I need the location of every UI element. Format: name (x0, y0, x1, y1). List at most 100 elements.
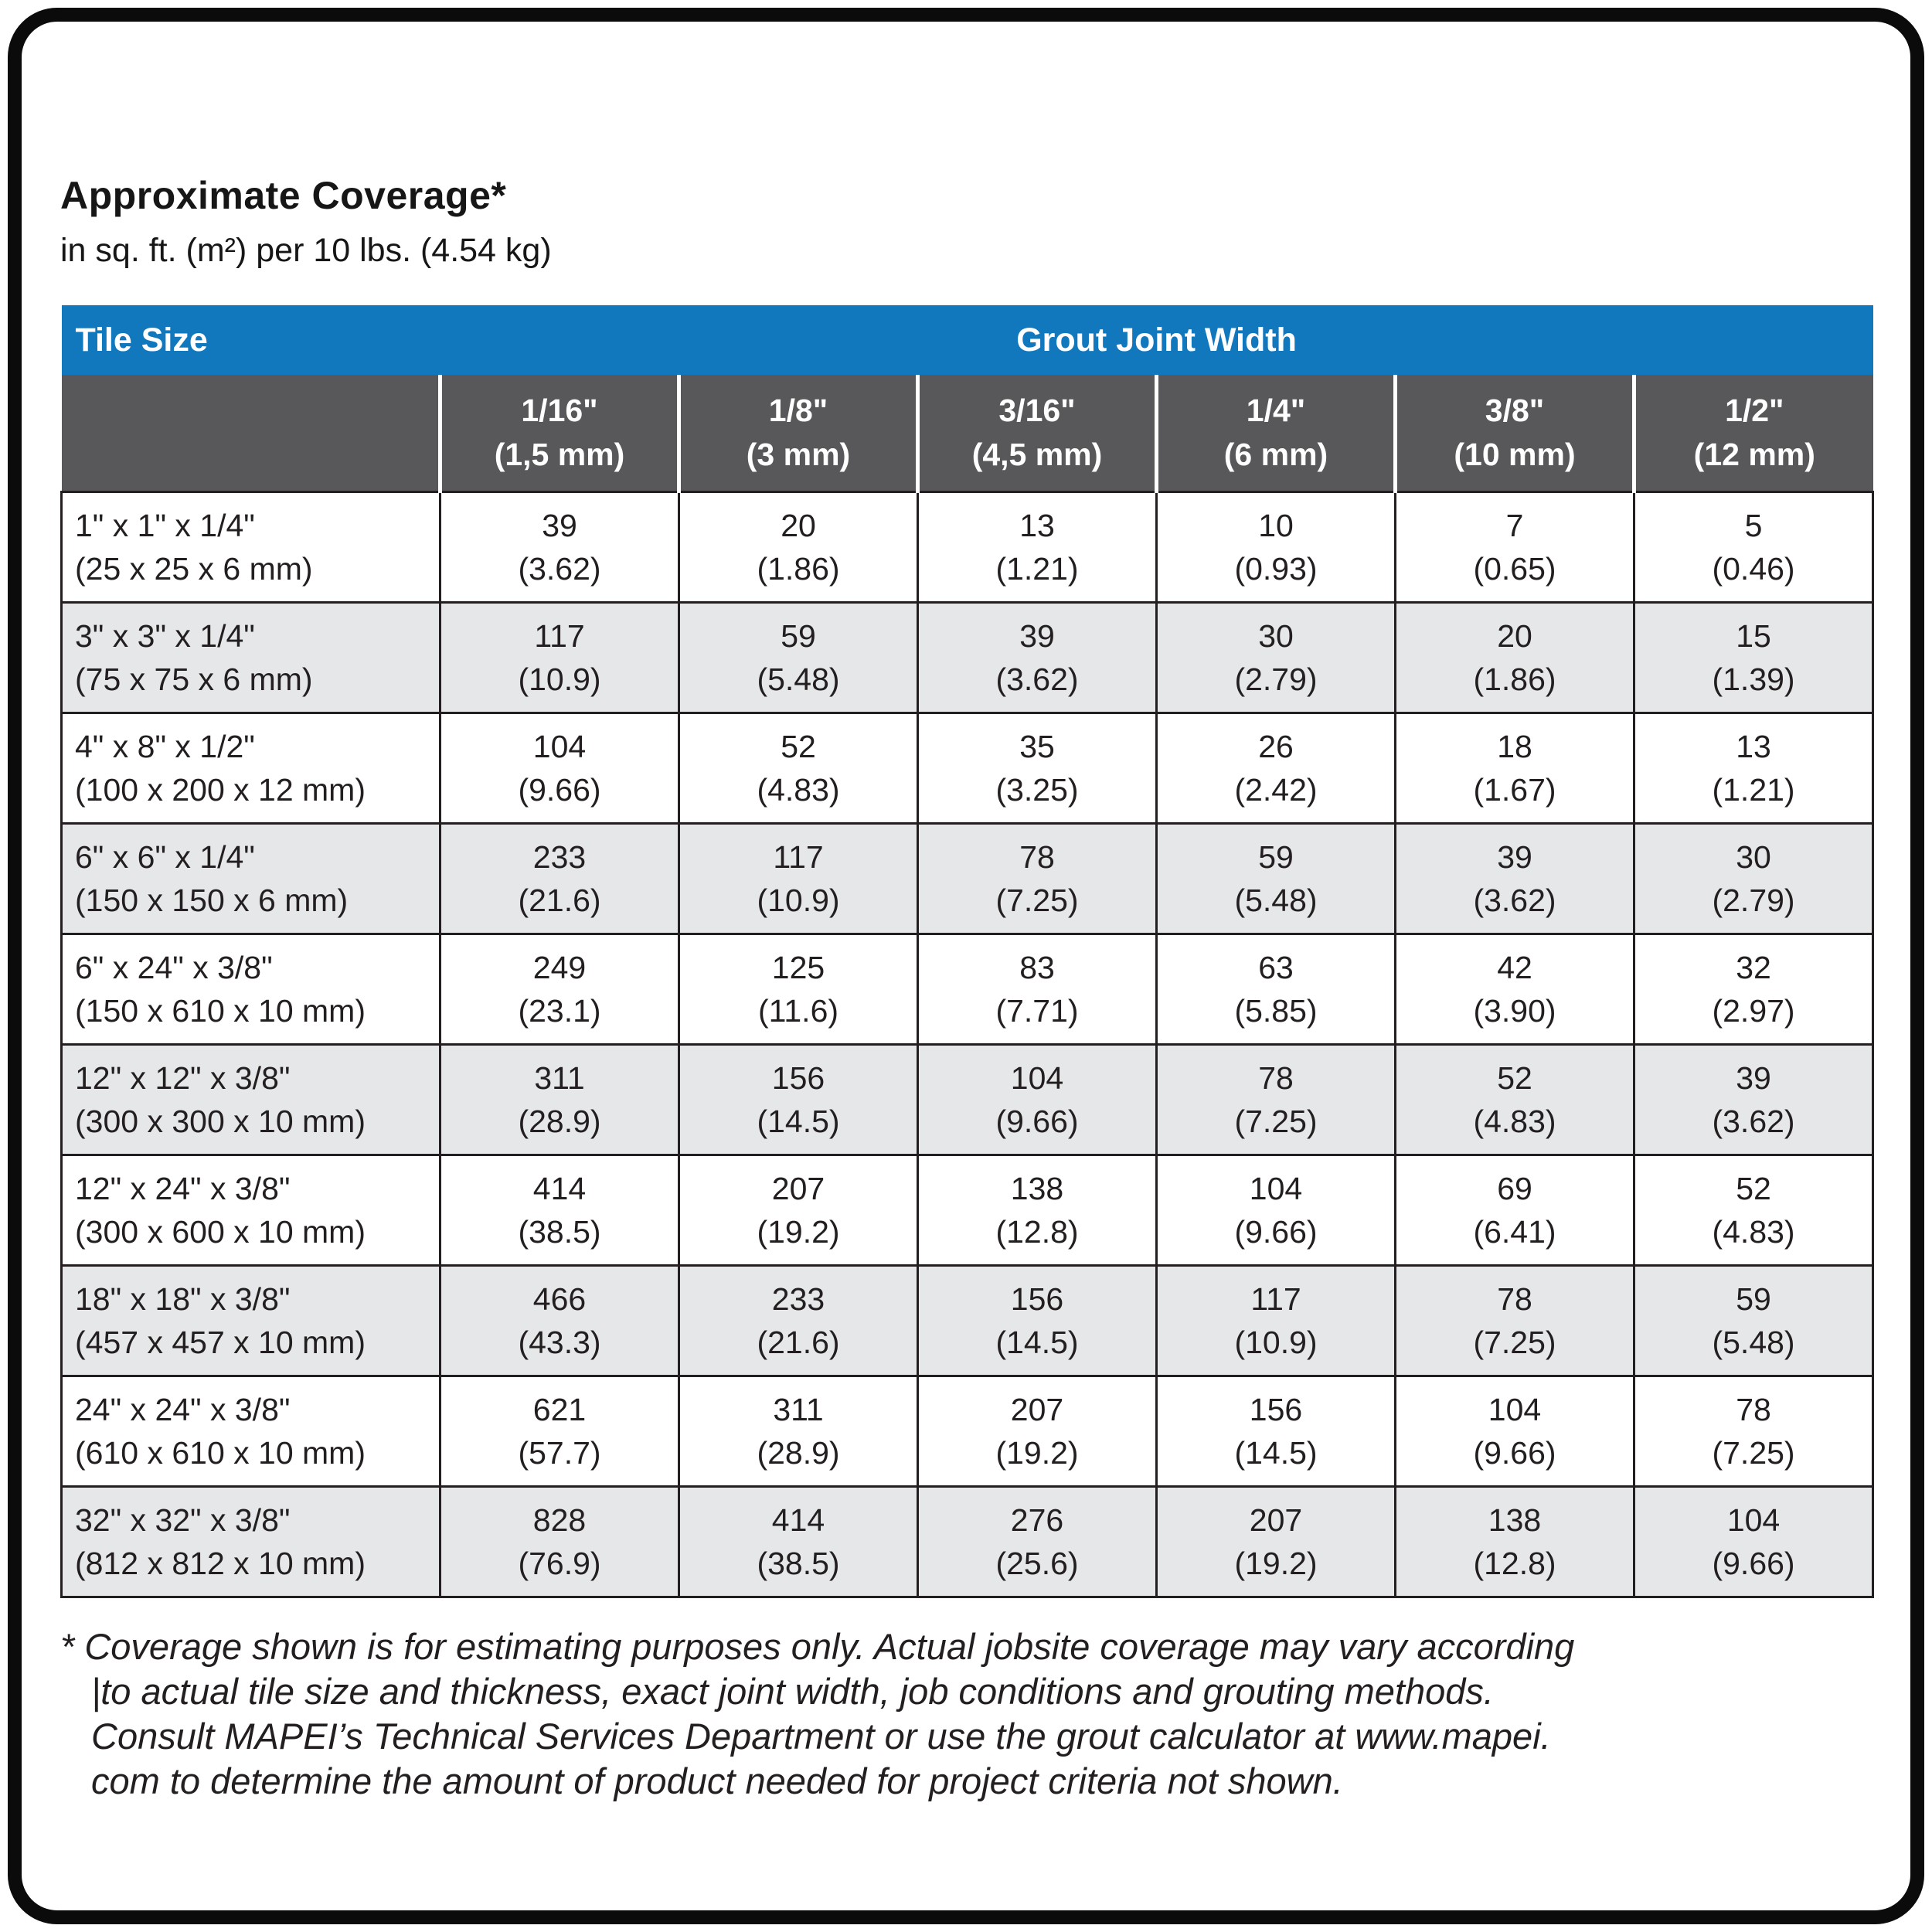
tile-size-cell: 3" x 3" x 1/4" (75 x 75 x 6 mm) (60, 601, 441, 714)
joint-width-mm: (10 mm) (1454, 437, 1576, 472)
table-row: 6" x 24" x 3/8" (150 x 610 x 10 mm) 249 (23… (60, 933, 1875, 1046)
table-row: 12" x 24" x 3/8" (300 x 600 x 10 mm) 414 (3… (60, 1154, 1875, 1267)
tile-size-cell: 12" x 24" x 3/8" (300 x 600 x 10 mm) (60, 1154, 441, 1267)
joint-width-mm: (4,5 mm) (971, 437, 1103, 472)
coverage-cell: 104 (9.66) (1632, 1485, 1875, 1598)
coverage-cell: 78 (7.25) (917, 822, 1158, 935)
coverage-cell: 414 (38.5) (439, 1154, 680, 1267)
footnote-line: com to determine the amount of product n… (91, 1760, 1343, 1801)
footnote-line: Consult MAPEI’s Technical Services Depar… (91, 1716, 1551, 1757)
coverage-cell: 138 (12.8) (917, 1154, 1158, 1267)
table-row: 32" x 32" x 3/8" (812 x 812 x 10 mm) 828 (7… (60, 1485, 1875, 1598)
column-header: 1/2" (12 mm) (1631, 375, 1873, 492)
table-row: 12" x 12" x 3/8" (300 x 300 x 10 mm) 311 (2… (60, 1043, 1875, 1156)
tile-size-cell: 18" x 18" x 3/8" (457 x 457 x 10 mm) (60, 1264, 441, 1377)
coverage-cell: 311 (28.9) (439, 1043, 680, 1156)
joint-width-mm: (12 mm) (1693, 437, 1815, 472)
coverage-cell: 69 (6.41) (1394, 1154, 1635, 1267)
table-header-row: Tile Size Grout Joint Width (61, 305, 1873, 375)
coverage-cell: 104 (9.66) (439, 712, 680, 825)
coverage-table-head: Tile Size Grout Joint Width 1/16" (1,5 m… (61, 305, 1873, 492)
joint-width-mm: (1,5 mm) (494, 437, 625, 472)
coverage-cell: 207 (19.2) (917, 1375, 1158, 1488)
coverage-cell: 10 (0.93) (1155, 491, 1396, 604)
page-content: Approximate Coverage* in sq. ft. (m²) pe… (60, 173, 1875, 1804)
coverage-cell: 20 (1.86) (678, 491, 919, 604)
coverage-table-body: 1" x 1" x 1/4" (25 x 25 x 6 mm) 39 (3.62) 20… (60, 491, 1875, 1598)
coverage-cell: 117 (10.9) (678, 822, 919, 935)
tile-size-cell: 12" x 12" x 3/8" (300 x 300 x 10 mm) (60, 1043, 441, 1156)
tile-size-cell: 6" x 6" x 1/4" (150 x 150 x 6 mm) (60, 822, 441, 935)
page-title: Approximate Coverage* (60, 174, 507, 217)
coverage-cell: 117 (10.9) (1155, 1264, 1396, 1377)
coverage-cell: 59 (5.48) (678, 601, 919, 714)
footnote-line: |to actual tile size and thickness, exac… (91, 1671, 1494, 1712)
tile-size-header: Tile Size (61, 305, 440, 375)
coverage-cell: 156 (14.5) (1155, 1375, 1396, 1488)
coverage-cell: 83 (7.71) (917, 933, 1158, 1046)
coverage-cell: 52 (4.83) (678, 712, 919, 825)
coverage-cell: 15 (1.39) (1632, 601, 1875, 714)
coverage-cell: 26 (2.42) (1155, 712, 1396, 825)
column-header: 3/16" (4,5 mm) (916, 375, 1157, 492)
coverage-cell: 78 (7.25) (1394, 1264, 1635, 1377)
tile-size-cell: 24" x 24" x 3/8" (610 x 610 x 10 mm) (60, 1375, 441, 1488)
coverage-cell: 30 (2.79) (1155, 601, 1396, 714)
coverage-cell: 20 (1.86) (1394, 601, 1635, 714)
table-row: 4" x 8" x 1/2" (100 x 200 x 12 mm) 104 (9.6… (60, 712, 1875, 825)
coverage-cell: 104 (9.66) (917, 1043, 1158, 1156)
coverage-cell: 39 (3.62) (439, 491, 680, 604)
table-row: 6" x 6" x 1/4" (150 x 150 x 6 mm) 233 (21.6… (60, 822, 1875, 935)
joint-width-mm: (6 mm) (1223, 437, 1328, 472)
footnote: * Coverage shown is for estimating purpo… (60, 1624, 1872, 1804)
joint-width-inches: 1/8" (768, 393, 828, 428)
coverage-cell: 39 (3.62) (1632, 1043, 1875, 1156)
coverage-cell: 7 (0.65) (1394, 491, 1635, 604)
coverage-cell: 32 (2.97) (1632, 933, 1875, 1046)
column-header: 1/4" (6 mm) (1155, 375, 1396, 492)
coverage-cell: 52 (4.83) (1394, 1043, 1635, 1156)
coverage-cell: 13 (1.21) (917, 491, 1158, 604)
coverage-cell: 18 (1.67) (1394, 712, 1635, 825)
coverage-cell: 59 (5.48) (1632, 1264, 1875, 1377)
joint-width-inches: 1/4" (1246, 393, 1306, 428)
coverage-cell: 156 (14.5) (917, 1264, 1158, 1377)
coverage-cell: 63 (5.85) (1155, 933, 1396, 1046)
tile-size-cell: 32" x 32" x 3/8" (812 x 812 x 10 mm) (60, 1485, 441, 1598)
joint-width-inches: 3/16" (998, 393, 1076, 428)
coverage-cell: 207 (19.2) (1155, 1485, 1396, 1598)
coverage-cell: 414 (38.5) (678, 1485, 919, 1598)
table-row: 24" x 24" x 3/8" (610 x 610 x 10 mm) 621 (5… (60, 1375, 1875, 1488)
table-row: 18" x 18" x 3/8" (457 x 457 x 10 mm) 466 (4… (60, 1264, 1875, 1377)
coverage-cell: 13 (1.21) (1632, 712, 1875, 825)
joint-width-inches: 1/16" (521, 393, 598, 428)
table-row: 1" x 1" x 1/4" (25 x 25 x 6 mm) 39 (3.62) 20… (60, 491, 1875, 604)
coverage-cell: 42 (3.90) (1394, 933, 1635, 1046)
coverage-cell: 207 (19.2) (678, 1154, 919, 1267)
coverage-cell: 117 (10.9) (439, 601, 680, 714)
coverage-cell: 233 (21.6) (439, 822, 680, 935)
column-header: 3/8" (10 mm) (1393, 375, 1634, 492)
coverage-cell: 39 (3.62) (917, 601, 1158, 714)
tile-size-cell: 6" x 24" x 3/8" (150 x 610 x 10 mm) (60, 933, 441, 1046)
coverage-cell: 125 (11.6) (678, 933, 919, 1046)
coverage-cell: 30 (2.79) (1632, 822, 1875, 935)
coverage-cell: 104 (9.66) (1394, 1375, 1635, 1488)
coverage-cell: 156 (14.5) (678, 1043, 919, 1156)
tile-size-cell: 4" x 8" x 1/2" (100 x 200 x 12 mm) (60, 712, 441, 825)
coverage-cell: 276 (25.6) (917, 1485, 1158, 1598)
column-header: 1/16" (1,5 mm) (438, 375, 679, 492)
tile-size-cell: 1" x 1" x 1/4" (25 x 25 x 6 mm) (60, 491, 441, 604)
coverage-cell: 621 (57.7) (439, 1375, 680, 1488)
coverage-cell: 828 (76.9) (439, 1485, 680, 1598)
coverage-cell: 249 (23.1) (439, 933, 680, 1046)
coverage-cell: 78 (7.25) (1632, 1375, 1875, 1488)
coverage-cell: 311 (28.9) (678, 1375, 919, 1488)
coverage-cell: 104 (9.66) (1155, 1154, 1396, 1267)
joint-width-inches: 3/8" (1485, 393, 1545, 428)
coverage-cell: 466 (43.3) (439, 1264, 680, 1377)
coverage-cell: 35 (3.25) (917, 712, 1158, 825)
table-row: 3" x 3" x 1/4" (75 x 75 x 6 mm) 117 (10.9) 5… (60, 601, 1875, 714)
coverage-cell: 138 (12.8) (1394, 1485, 1635, 1598)
